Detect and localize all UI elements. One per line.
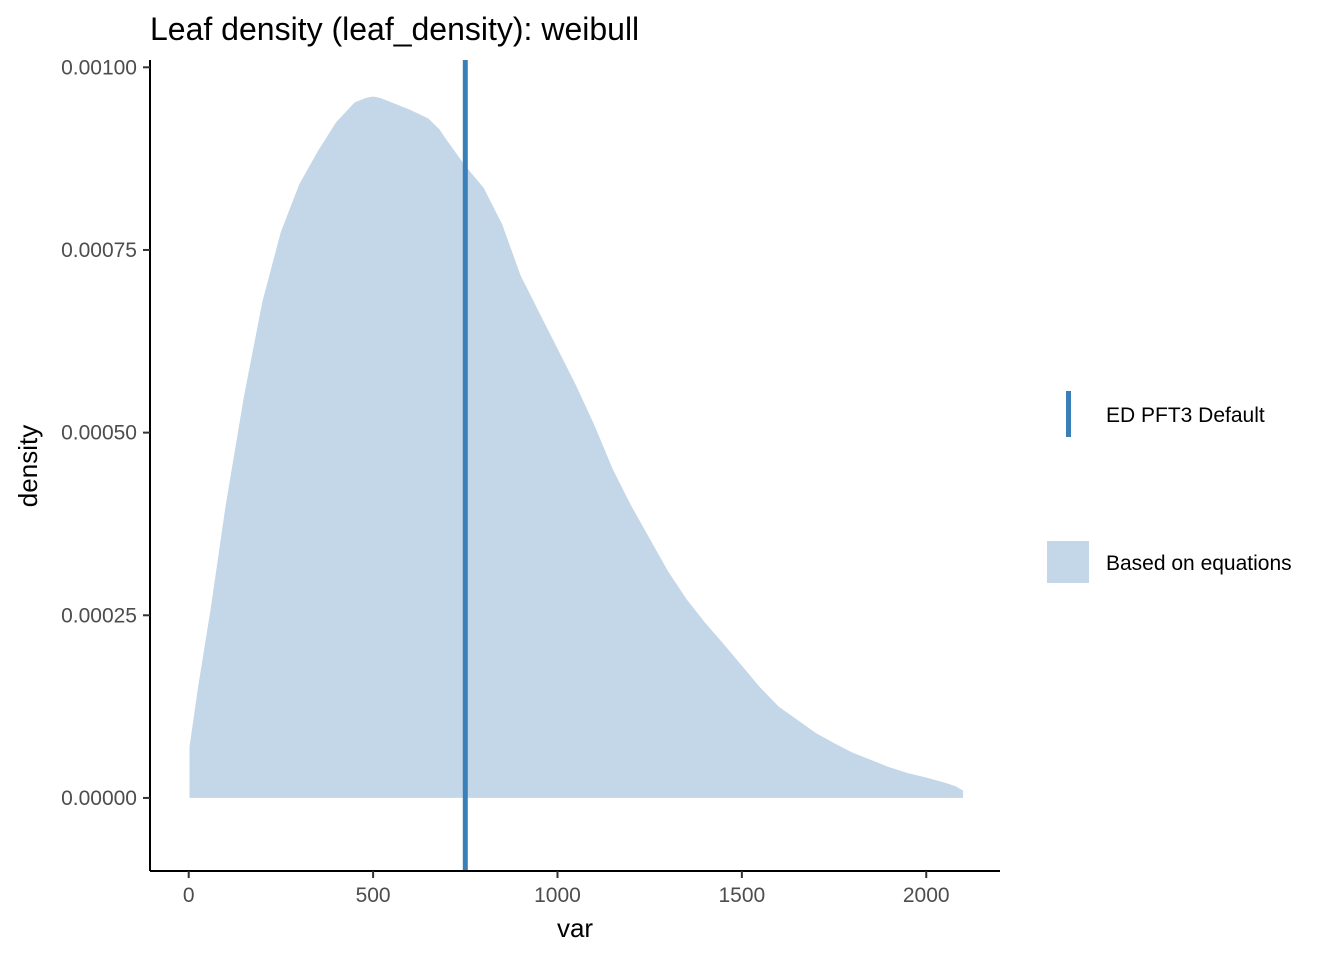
x-axis-title: var xyxy=(557,913,593,943)
y-tick-label: 0.00000 xyxy=(61,787,137,810)
x-tick-label: 1500 xyxy=(719,884,766,907)
legend-item-default: ED PFT3 Default xyxy=(1066,391,1265,437)
x-tick-label: 2000 xyxy=(903,884,950,907)
chart-title: Leaf density (leaf_density): weibull xyxy=(150,11,639,47)
legend-label-default: ED PFT3 Default xyxy=(1106,404,1265,427)
legend: ED PFT3 Default Based on equations xyxy=(1047,391,1292,583)
y-axis-title: density xyxy=(13,425,43,507)
legend-key-equations-fill xyxy=(1047,541,1089,583)
y-ticks: 0.00000 0.00025 0.00050 0.00075 0.00100 xyxy=(61,56,150,810)
x-ticks: 0 500 1000 1500 2000 xyxy=(183,871,950,907)
y-tick-label: 0.00100 xyxy=(61,56,137,79)
y-tick-label: 0.00050 xyxy=(61,422,137,445)
y-tick-label: 0.00025 xyxy=(61,604,137,627)
x-tick-label: 500 xyxy=(356,884,391,907)
legend-key-default-line xyxy=(1066,391,1071,437)
x-tick-label: 1000 xyxy=(534,884,581,907)
legend-label-equations: Based on equations xyxy=(1106,552,1292,575)
density-area xyxy=(189,96,964,798)
x-tick-label: 0 xyxy=(183,884,195,907)
plot-area xyxy=(189,60,964,871)
y-tick-label: 0.00075 xyxy=(61,239,137,262)
axes: 0 500 1000 1500 2000 0.000000.000250.000500.… xyxy=(61,56,1000,907)
legend-item-equations: Based on equations xyxy=(1047,541,1292,583)
